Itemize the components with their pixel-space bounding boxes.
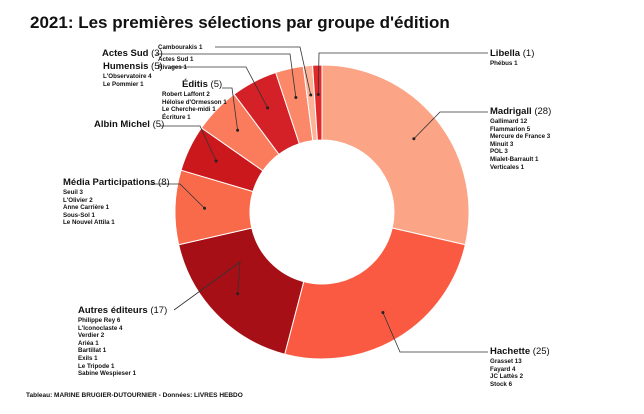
label-humensis: Humensis (5) L'Observatoire 4 Le Pommier… bbox=[103, 61, 163, 88]
label-actes-sud-details: Actes Sud 1 Rivages 1 bbox=[158, 56, 194, 71]
leader-dot-m-dia-participations bbox=[203, 206, 207, 210]
leader-line-hachette bbox=[382, 312, 488, 353]
slice-libella bbox=[312, 64, 323, 141]
leader-line-madrigall bbox=[413, 111, 488, 140]
slice-madrigall bbox=[321, 64, 470, 246]
label-hachette: Hachette (25) Grasset 13 Fayard 4 JC Lat… bbox=[490, 346, 550, 388]
leader-line-cambourakis bbox=[215, 46, 312, 96]
label-editis: Éditis (5) Robert Laffont 2 Héloïse d'Or… bbox=[162, 79, 227, 121]
leader-dot-hachette bbox=[381, 310, 385, 314]
leader-line-autres-diteurs bbox=[173, 261, 241, 311]
leader-line-actes-sud bbox=[156, 53, 297, 98]
label-albin-michel: Albin Michel (5) bbox=[94, 119, 165, 130]
leader-dot-libella bbox=[316, 93, 320, 97]
leader-dot-actes-sud bbox=[294, 95, 298, 99]
label-actes-sud: Actes Sud (3) bbox=[102, 48, 163, 59]
chart-title: 2021: Les premières sélections par group… bbox=[30, 13, 450, 32]
leader-dot-humensis bbox=[266, 106, 270, 110]
leader-line--ditis bbox=[222, 87, 238, 131]
label-libella: Libella (1) Phébus 1 bbox=[490, 48, 535, 67]
label-madrigall: Madrigall (28) Gallimard 12 Flammarion 5… bbox=[490, 106, 552, 171]
source-credit: Tableau: MARINE BRUGIER-DUTOURNIER - Don… bbox=[26, 392, 243, 399]
leader-dot--ditis bbox=[236, 128, 240, 132]
leader-dot-cambourakis bbox=[309, 93, 313, 97]
leader-dot-albin-michel bbox=[214, 159, 218, 163]
label-media-participations: Média Participations (8) Seuil 3 L'Olivi… bbox=[63, 177, 170, 227]
slice-hachette bbox=[284, 227, 466, 360]
leader-line-libella bbox=[317, 52, 488, 95]
label-autres-editeurs: Autres éditeurs (17) Philippe Rey 6 L'Ic… bbox=[78, 305, 168, 378]
slice-autres-diteurs bbox=[178, 227, 305, 355]
leader-line-humensis bbox=[170, 66, 269, 109]
leader-dot-autres-diteurs bbox=[236, 292, 240, 296]
leader-line-m-dia-participations bbox=[150, 183, 205, 209]
leader-dot-madrigall bbox=[412, 137, 416, 141]
label-cambourakis: Cambourakis 1 bbox=[158, 44, 203, 51]
leader-line-albin-michel bbox=[160, 125, 217, 162]
